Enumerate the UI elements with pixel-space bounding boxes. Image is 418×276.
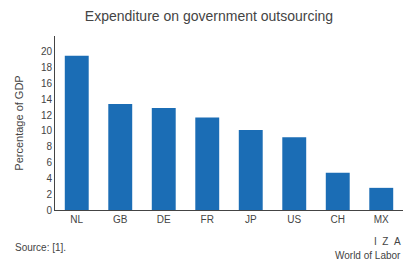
- svg-text:MX: MX: [374, 214, 389, 225]
- svg-text:2: 2: [46, 189, 52, 200]
- svg-text:FR: FR: [201, 214, 214, 225]
- svg-text:DE: DE: [157, 214, 171, 225]
- svg-text:16: 16: [41, 78, 53, 89]
- svg-text:0: 0: [46, 205, 52, 216]
- svg-text:18: 18: [41, 62, 53, 73]
- svg-text:12: 12: [41, 110, 53, 121]
- svg-text:20: 20: [41, 46, 53, 57]
- svg-text:Source: [1].: Source: [1].: [15, 242, 66, 253]
- svg-text:4: 4: [46, 173, 52, 184]
- svg-text:8: 8: [46, 141, 52, 152]
- svg-text:JP: JP: [245, 214, 257, 225]
- svg-text:14: 14: [41, 94, 53, 105]
- svg-text:Percentage of GDP: Percentage of GDP: [13, 75, 25, 170]
- svg-text:GB: GB: [113, 214, 128, 225]
- svg-text:CH: CH: [331, 214, 345, 225]
- svg-text:6: 6: [46, 157, 52, 168]
- svg-text:NL: NL: [70, 214, 83, 225]
- svg-text:US: US: [287, 214, 301, 225]
- svg-text:World of Labor: World of Labor: [335, 250, 401, 261]
- svg-text:I Z A: I Z A: [374, 236, 401, 247]
- svg-text:10: 10: [41, 125, 53, 136]
- svg-text:Expenditure on government outs: Expenditure on government outsourcing: [85, 8, 333, 24]
